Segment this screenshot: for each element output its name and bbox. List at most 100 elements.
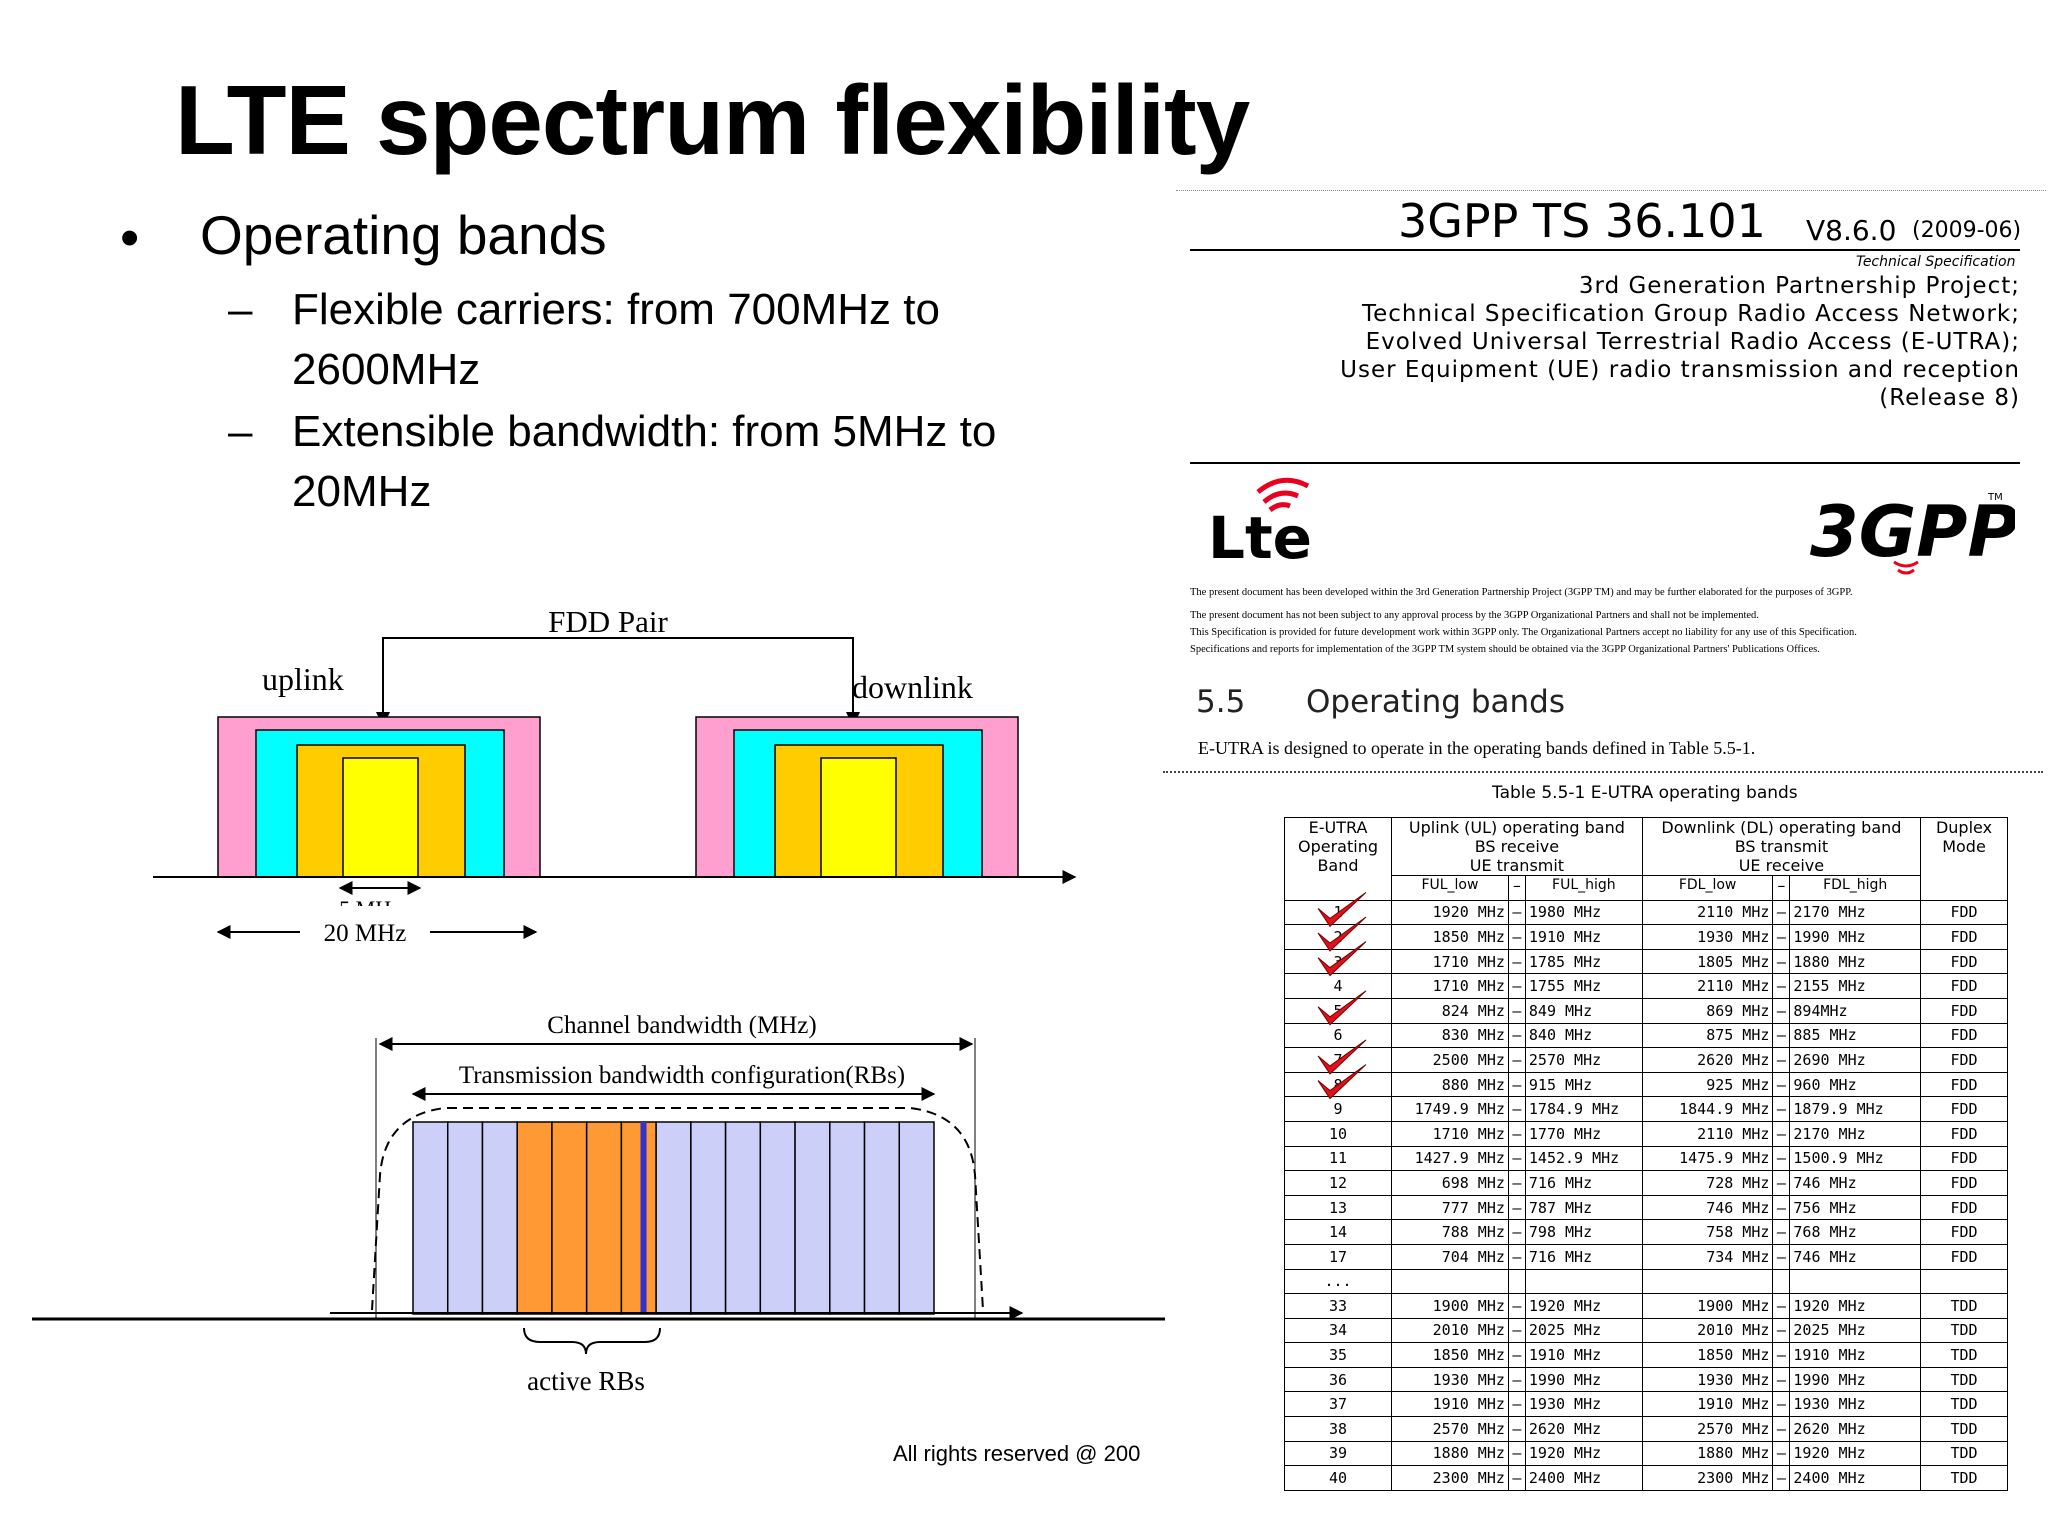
- dash-cell: –: [1772, 1120, 1791, 1147]
- dash-cell: –: [1772, 1219, 1791, 1245]
- header-line: Operating: [1298, 837, 1378, 856]
- check-mark-icon: [1317, 1064, 1367, 1100]
- ul-high-cell: 1910 MHz: [1524, 1342, 1643, 1368]
- dl-low-cell: 1910 MHz: [1641, 1391, 1774, 1418]
- dl-low-cell: 1475.9 MHz: [1641, 1145, 1774, 1172]
- duplex-mode-cell: FDD: [1920, 1071, 2008, 1098]
- spec-number: 3GPP TS 36.101: [1398, 194, 1766, 248]
- dl-low-cell: 1805 MHz: [1641, 948, 1774, 975]
- sub-bullet-extensible-bandwidth: Extensible bandwidth: from 5MHz to 20MHz: [292, 402, 996, 522]
- sub-bullet-dash-2: –: [228, 407, 253, 456]
- duplex-mode-cell: TDD: [1920, 1317, 2008, 1344]
- dash-cell: –: [1507, 1342, 1526, 1368]
- band-number-cell: 36: [1284, 1366, 1392, 1393]
- ul-low-cell: 1710 MHz: [1391, 948, 1509, 975]
- duplex-mode-cell: FDD: [1920, 924, 2008, 950]
- duplex-mode-cell: TDD: [1920, 1416, 2008, 1442]
- dl-low-cell: 2110 MHz: [1641, 899, 1774, 926]
- ul-low-cell: 2300 MHz: [1391, 1465, 1509, 1491]
- table-row: 11 1427.9 MHz –1452.9 MHz 1475.9 MHz –1500.9…: [1284, 1145, 2008, 1172]
- header-line: E-UTRA: [1308, 818, 1368, 837]
- ul-low-cell: 1850 MHz: [1391, 924, 1509, 950]
- dl-low-cell: 2620 MHz: [1641, 1047, 1774, 1073]
- legal-line: Specifications and reports for implement…: [1190, 644, 1820, 655]
- duplex-mode-cell: FDD: [1920, 948, 2008, 975]
- duplex-mode-cell: TDD: [1920, 1293, 2008, 1319]
- header-line: UE transmit: [1469, 856, 1565, 875]
- table-row: 37 1910 MHz –1930 MHz 1910 MHz –1930 MHz TDD: [1284, 1391, 2008, 1418]
- header-line: BS receive: [1474, 837, 1560, 856]
- check-mark-icon: [1317, 916, 1367, 952]
- duplex-mode-cell: FDD: [1920, 973, 2008, 999]
- band-number-cell: 10: [1284, 1120, 1392, 1147]
- dl-low-cell: 925 MHz: [1641, 1071, 1774, 1098]
- ul-low-cell: 1920 MHz: [1391, 899, 1509, 926]
- ul-high-cell: 1785 MHz: [1524, 948, 1643, 975]
- ul-low-cell: 1910 MHz: [1391, 1391, 1509, 1418]
- dash-cell: –: [1772, 1366, 1791, 1393]
- duplex-mode-cell: FDD: [1920, 1194, 2008, 1221]
- col-downlink-header: Downlink (DL) operating band BS transmit…: [1641, 817, 1922, 876]
- band-check-marks: [1317, 891, 1367, 1100]
- dl-high-cell: 2620 MHz: [1789, 1416, 1921, 1442]
- lte-logo-text: Lte: [1208, 504, 1312, 566]
- ul-low-cell: [1391, 1268, 1509, 1295]
- dash-cell: –: [1507, 997, 1526, 1024]
- resource-block: [724, 1121, 762, 1315]
- dash-cell: –: [1772, 973, 1791, 999]
- band-number-cell: 17: [1284, 1243, 1392, 1270]
- resource-block: [655, 1121, 692, 1315]
- dash-cell: –: [1772, 899, 1791, 926]
- duplex-mode-cell: TDD: [1920, 1342, 2008, 1368]
- spectrum-mask: [371, 1107, 984, 1311]
- ul-high-cell: 2025 MHz: [1524, 1317, 1643, 1344]
- dash-cell: –: [1772, 1317, 1791, 1344]
- ul-low-cell: 1880 MHz: [1391, 1440, 1509, 1467]
- dl-low-cell: 1880 MHz: [1641, 1440, 1774, 1467]
- duplex-mode-cell: FDD: [1920, 899, 2008, 926]
- resource-block: [863, 1121, 901, 1315]
- ul-high-cell: 915 MHz: [1524, 1071, 1643, 1098]
- band-number-cell: 40: [1284, 1465, 1392, 1491]
- table-row: 12 698 MHz –716 MHz 728 MHz –746 MHz FDD: [1284, 1170, 2008, 1196]
- dash-cell: –: [1507, 973, 1526, 999]
- dl-low-cell: 2110 MHz: [1641, 973, 1774, 999]
- table-row: 36 1930 MHz –1990 MHz 1930 MHz –1990 MHz TDD: [1284, 1366, 2008, 1393]
- band-number-cell: 14: [1284, 1219, 1392, 1245]
- dash-cell: –: [1507, 1047, 1526, 1073]
- dash-cell: –: [1772, 1071, 1791, 1098]
- dash-cell: –: [1772, 1416, 1791, 1442]
- duplex-mode-cell: TDD: [1920, 1465, 2008, 1491]
- copyright-footer: All rights reserved @ 200: [893, 1441, 1141, 1466]
- resource-block: [829, 1121, 866, 1315]
- resource-block: [446, 1121, 484, 1315]
- sub-bullet-flexible-carriers: Flexible carriers: from 700MHz to 2600MH…: [292, 280, 940, 400]
- ul-high-cell: [1524, 1268, 1643, 1295]
- dl-low-cell: 869 MHz: [1641, 997, 1774, 1024]
- band-number-cell: ...: [1284, 1268, 1392, 1295]
- active-rbs-brace: [523, 1327, 661, 1355]
- dash-cell: –: [1772, 1170, 1791, 1196]
- dl-high-cell: 1879.9 MHz: [1789, 1096, 1921, 1122]
- ul-low-cell: 1427.9 MHz: [1391, 1145, 1509, 1172]
- dl-high-cell: 768 MHz: [1789, 1219, 1921, 1245]
- header-line: UE receive: [1738, 856, 1825, 875]
- ul-low-cell: 1850 MHz: [1391, 1342, 1509, 1368]
- fdl-high-header: FDL_high: [1789, 875, 1921, 901]
- section-number: 5.5: [1196, 684, 1246, 720]
- ul-high-cell: 716 MHz: [1524, 1243, 1643, 1270]
- check-mark-icon: [1317, 1039, 1367, 1075]
- dash-cell: –: [1507, 1022, 1526, 1049]
- header-line: Band: [1317, 856, 1359, 875]
- duplex-mode-cell: FDD: [1920, 1022, 2008, 1049]
- ul-low-cell: 1900 MHz: [1391, 1293, 1509, 1319]
- table-row: 38 2570 MHz –2620 MHz 2570 MHz –2620 MHz TDD: [1284, 1416, 2008, 1442]
- dc-subcarrier: [640, 1122, 647, 1314]
- ul-high-cell: 1784.9 MHz: [1524, 1096, 1643, 1122]
- dl-low-cell: 734 MHz: [1641, 1243, 1774, 1270]
- dl-low-cell: 1850 MHz: [1641, 1342, 1774, 1368]
